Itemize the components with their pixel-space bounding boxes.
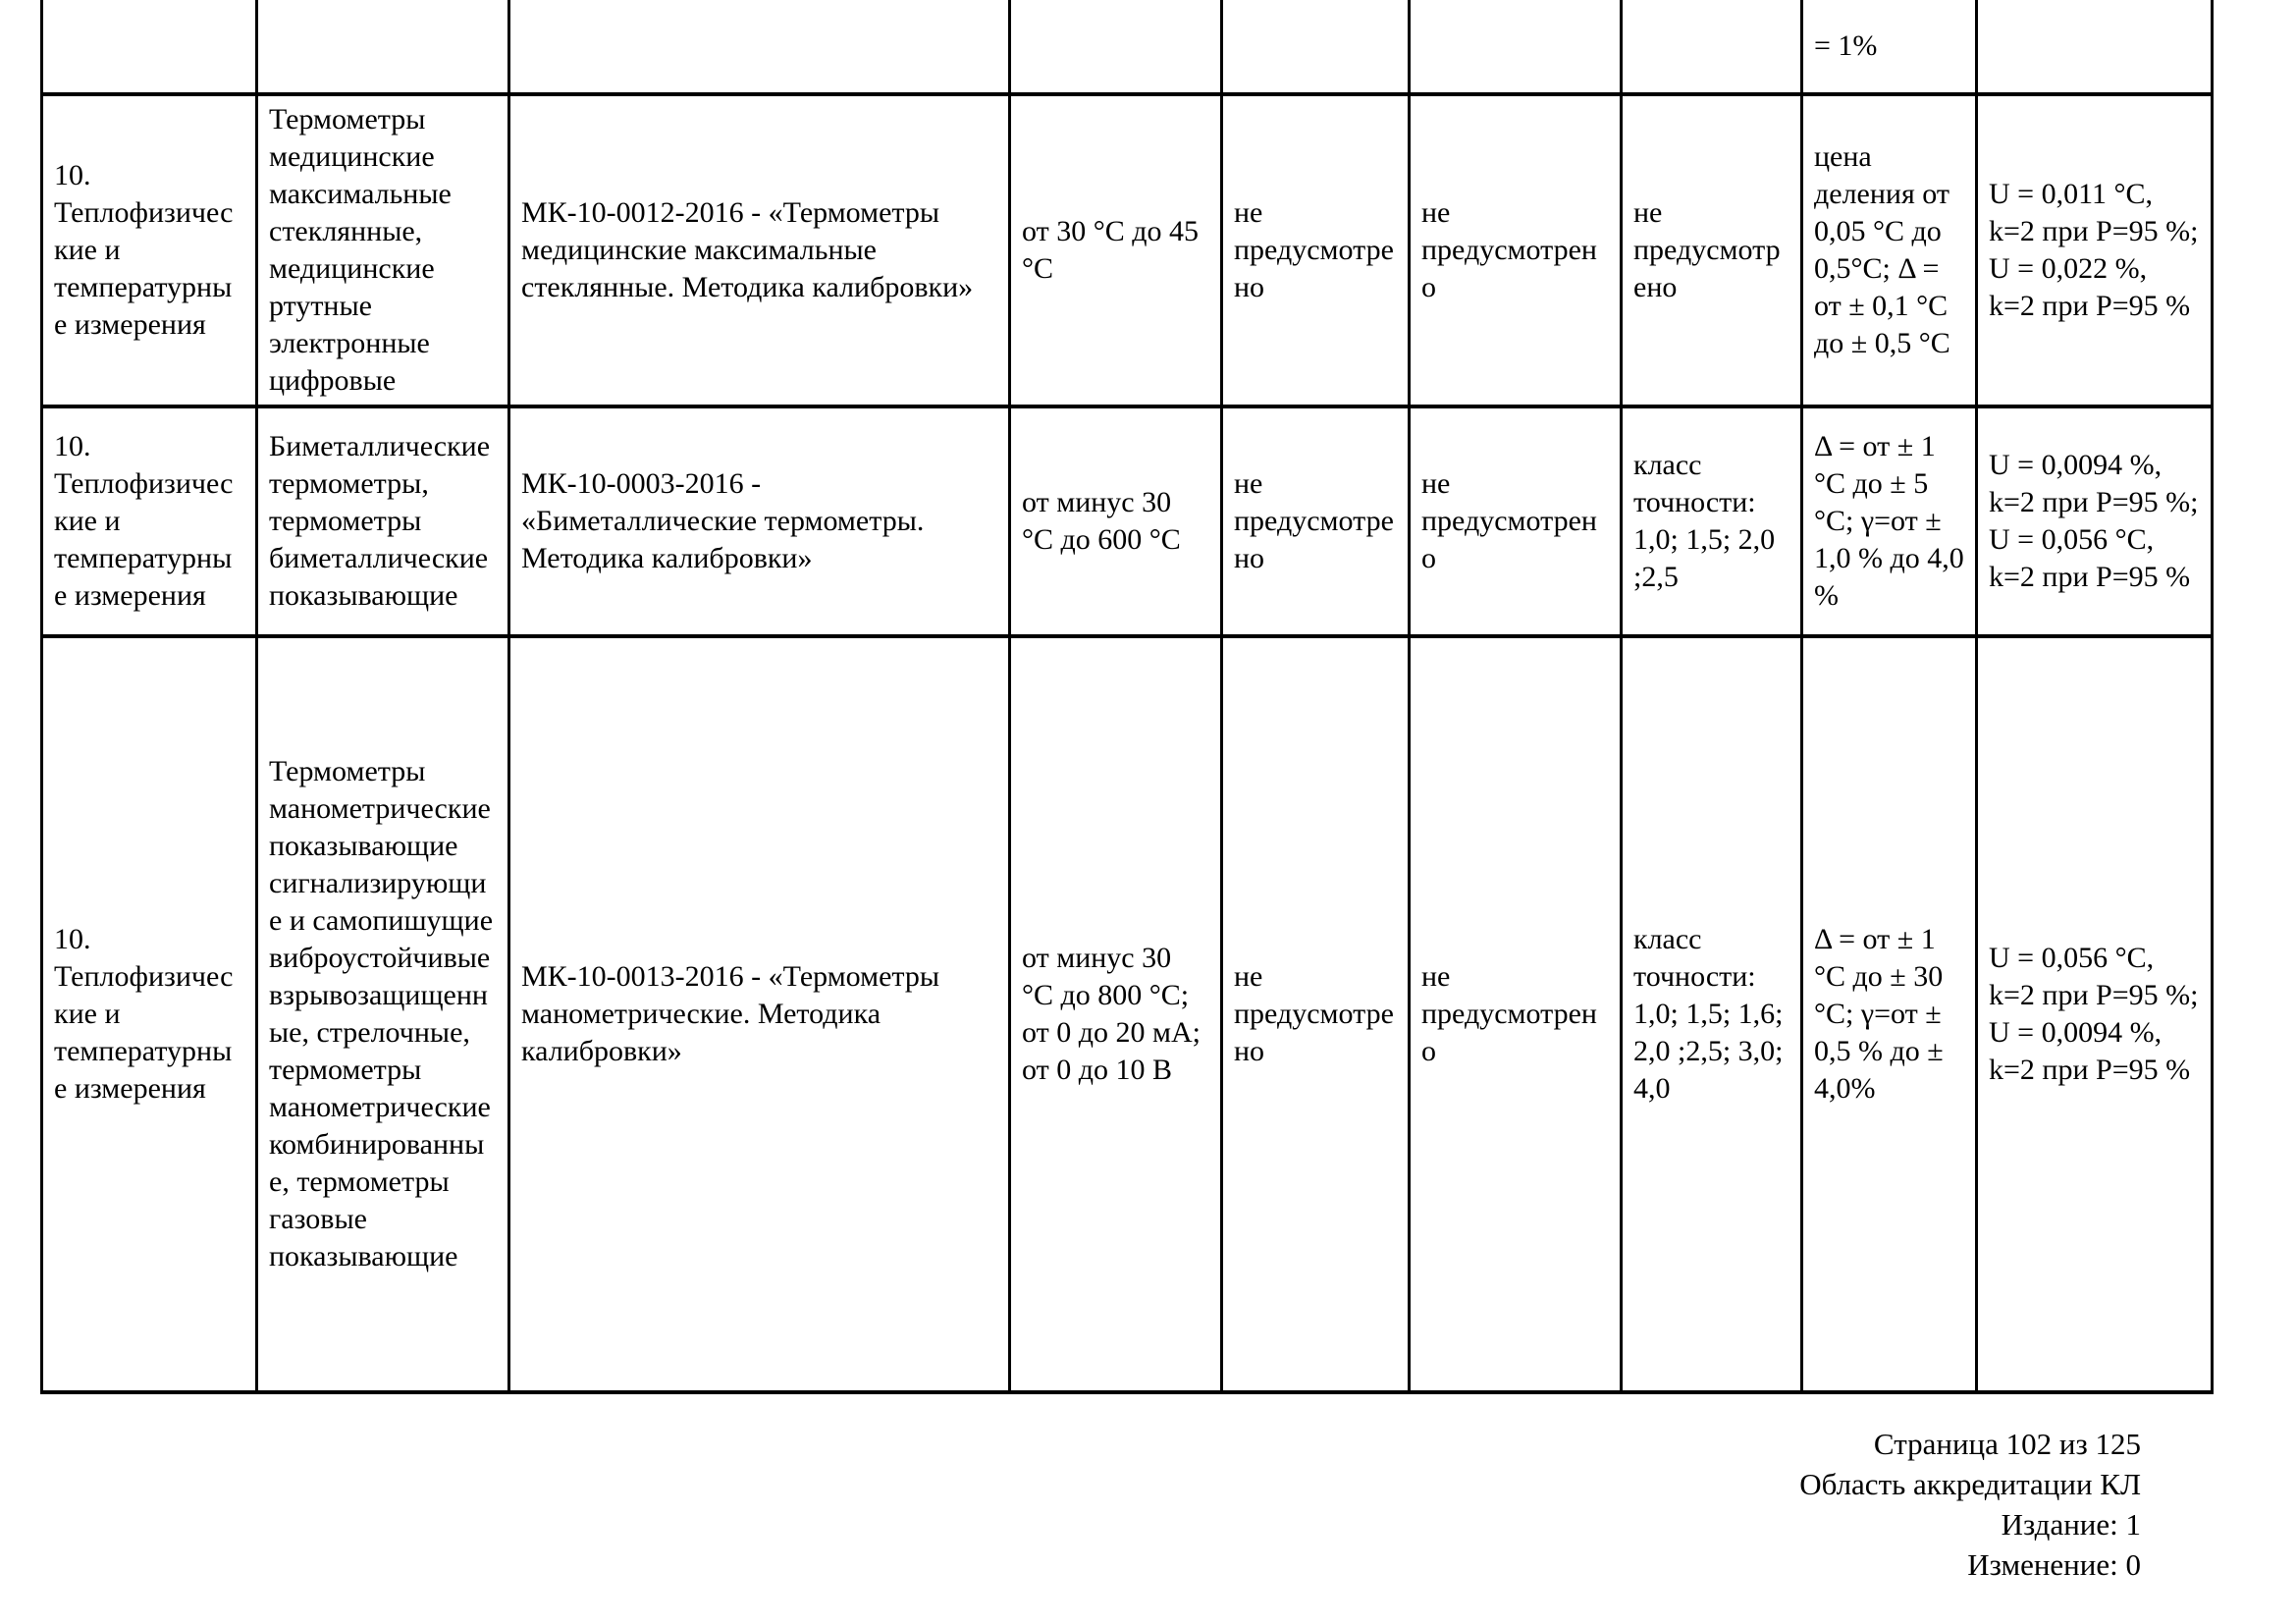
cell-r1-range: от 30 °С до 45 °С	[1008, 92, 1223, 408]
cell-r1-accuracy-class: не предусмотрено	[1620, 92, 1803, 408]
cell-r3-instruments: Термометры манометрические показывающие …	[255, 634, 510, 1394]
cell-cut-c5	[1220, 0, 1411, 96]
accreditation-scope-table: = 1% 10. Теплофизические и температурные…	[40, 0, 2214, 1394]
cell-r3-measurement-area: 10. Теплофизические и температурные изме…	[40, 634, 258, 1394]
cell-cut-c9	[1975, 0, 2214, 96]
cell-cut-c4	[1008, 0, 1223, 96]
footer-revision: Изменение: 0	[1967, 1547, 2141, 1582]
cell-r2-accuracy-class: класс точности: 1,0; 1,5; 2,0 ;2,5	[1620, 405, 1803, 638]
cell-cut-c2	[255, 0, 510, 96]
cell-cut-c1	[40, 0, 258, 96]
cell-cut-c3	[507, 0, 1011, 96]
cell-r2-instruments: Биметаллические термометры, термометры б…	[255, 405, 510, 638]
cell-r1-measurement-area: 10. Теплофизические и температурные изме…	[40, 92, 258, 408]
cell-r3-uncertainty: U = 0,056 °С, k=2 при Р=95 %; U = 0,0094…	[1975, 634, 2214, 1394]
cell-r3-col5: не предусмотрено	[1220, 634, 1411, 1394]
footer-accreditation-scope: Область аккредитации КЛ	[1799, 1467, 2141, 1501]
cell-r1-error-limits: цена деления от 0,05 °С до 0,5°С; Δ = от…	[1800, 92, 1978, 408]
table-row: 10. Теплофизические и температурные изме…	[40, 634, 2214, 1394]
cell-r1-method: МК-10-0012-2016 - «Термометры медицински…	[507, 92, 1011, 408]
cell-r1-instruments: Термометры медицинские максимальные стек…	[255, 92, 510, 408]
cell-r2-col5: не предусмотрено	[1220, 405, 1411, 638]
footer-edition: Издание: 1	[2001, 1507, 2141, 1542]
table-row-cutoff: = 1%	[40, 0, 2214, 96]
cell-r1-col6: не предусмотрено	[1408, 92, 1623, 408]
cell-r3-error-limits: Δ = от ± 1 °С до ± 30 °С; γ=от ± 0,5 % д…	[1800, 634, 1978, 1394]
cell-r3-range: от минус 30 °С до 800 °С; от 0 до 20 мА;…	[1008, 634, 1223, 1394]
cell-cut-c8-uncertainty-tail: = 1%	[1800, 0, 1978, 96]
cell-r1-uncertainty: U = 0,011 °С, k=2 при Р=95 %; U = 0,022 …	[1975, 92, 2214, 408]
cell-r3-method: МК-10-0013-2016 - «Термометры манометрич…	[507, 634, 1011, 1394]
cell-r2-range: от минус 30 °С до 600 °С	[1008, 405, 1223, 638]
cell-r2-col6: не предусмотрено	[1408, 405, 1623, 638]
cell-r2-measurement-area: 10. Теплофизические и температурные изме…	[40, 405, 258, 638]
cell-cut-c6	[1408, 0, 1623, 96]
cell-r2-uncertainty: U = 0,0094 %, k=2 при Р=95 %; U = 0,056 …	[1975, 405, 2214, 638]
table-row: 10. Теплофизические и температурные изме…	[40, 92, 2214, 408]
footer-page-number: Страница 102 из 125	[1873, 1427, 2141, 1461]
page-footer: Страница 102 из 125 Область аккредитации…	[0, 1424, 2296, 1585]
cell-r1-col5: не предусмотрено	[1220, 92, 1411, 408]
cell-cut-c7	[1620, 0, 1803, 96]
cell-r3-accuracy-class: класс точности: 1,0; 1,5; 1,6; 2,0 ;2,5;…	[1620, 634, 1803, 1394]
cell-r2-method: МК-10-0003-2016 - «Биметаллические термо…	[507, 405, 1011, 638]
cell-r2-error-limits: Δ = от ± 1 °С до ± 5 °С; γ=от ± 1,0 % до…	[1800, 405, 1978, 638]
cell-r3-col6: не предусмотрено	[1408, 634, 1623, 1394]
table-row: 10. Теплофизические и температурные изме…	[40, 405, 2214, 638]
